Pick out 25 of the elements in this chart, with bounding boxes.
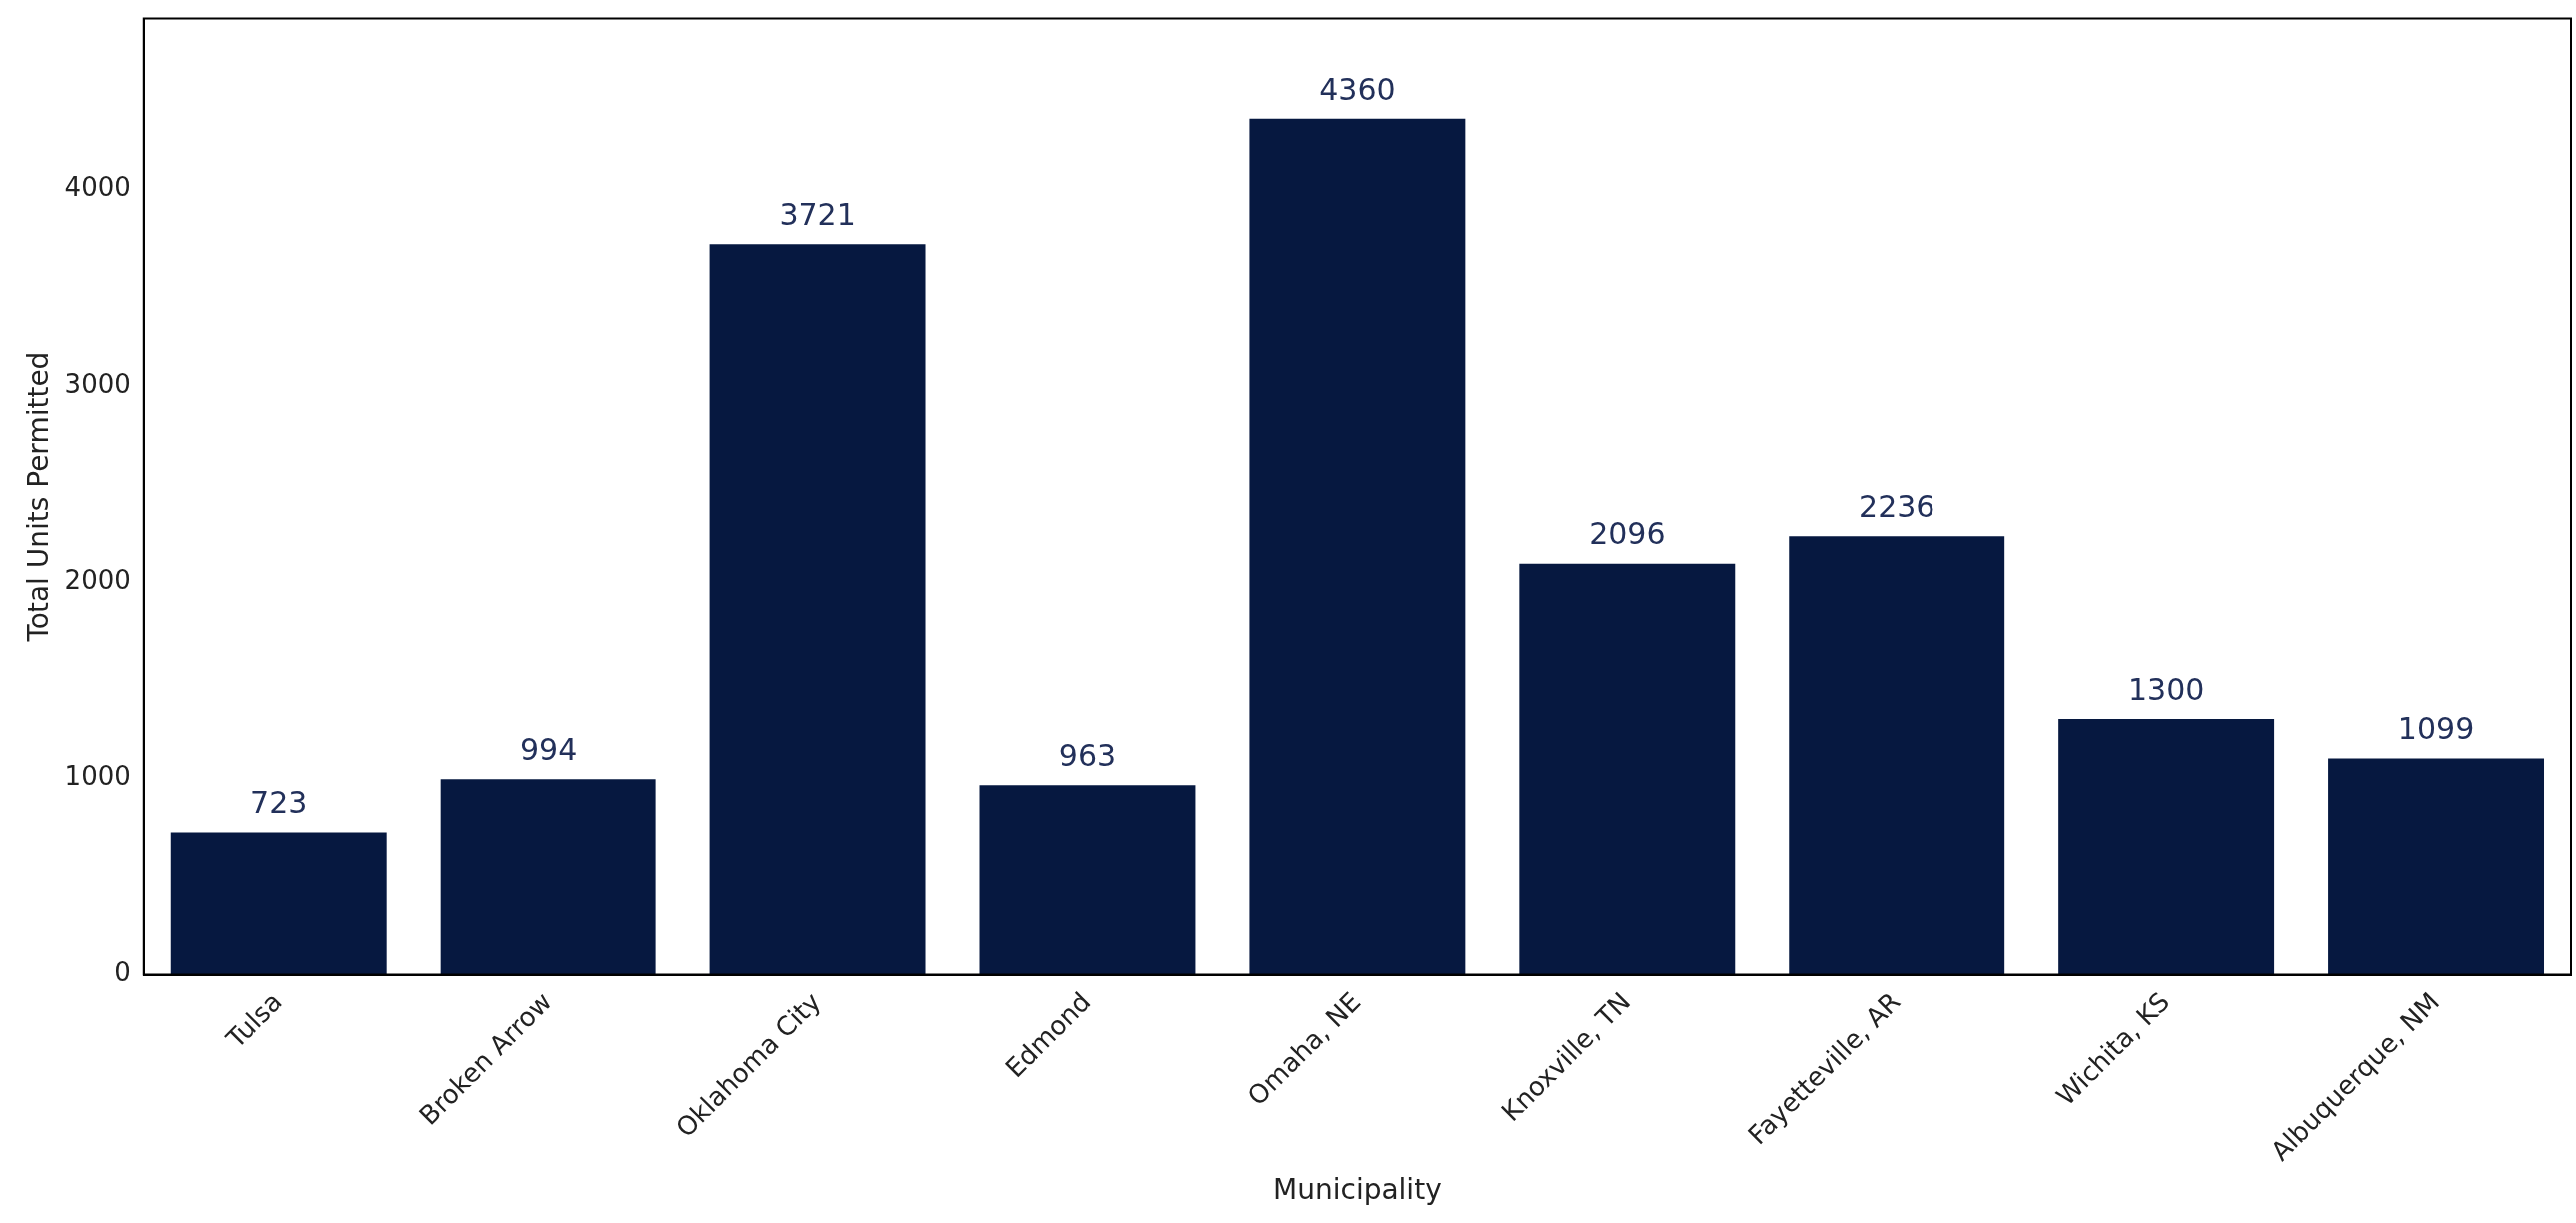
y-axis-title: Total Units Permitted xyxy=(22,351,56,643)
bar xyxy=(2328,758,2545,975)
bar xyxy=(1519,563,1736,975)
bar xyxy=(170,832,387,975)
bar xyxy=(1249,118,1466,975)
data-label: 1099 xyxy=(2397,711,2475,747)
data-label: 2096 xyxy=(1589,516,1666,552)
data-label: 963 xyxy=(1058,738,1117,774)
y-tick-label: 3000 xyxy=(64,368,131,399)
bar xyxy=(709,244,926,975)
data-label: 723 xyxy=(250,785,308,821)
bar xyxy=(2058,719,2275,975)
y-tick-label: 1000 xyxy=(64,760,131,791)
data-label: 1300 xyxy=(2127,671,2205,707)
x-axis-title: Municipality xyxy=(1273,1173,1442,1207)
bar xyxy=(979,785,1196,975)
data-label: 2236 xyxy=(1859,488,1935,524)
data-label: 3721 xyxy=(779,197,856,233)
data-label: 4360 xyxy=(1319,71,1396,107)
bar xyxy=(1789,536,2005,975)
y-tick-label: 2000 xyxy=(64,565,131,596)
bar xyxy=(440,779,656,975)
data-label: 994 xyxy=(520,732,578,768)
y-tick-label: 4000 xyxy=(64,172,131,203)
y-tick-label: 0 xyxy=(114,957,131,988)
